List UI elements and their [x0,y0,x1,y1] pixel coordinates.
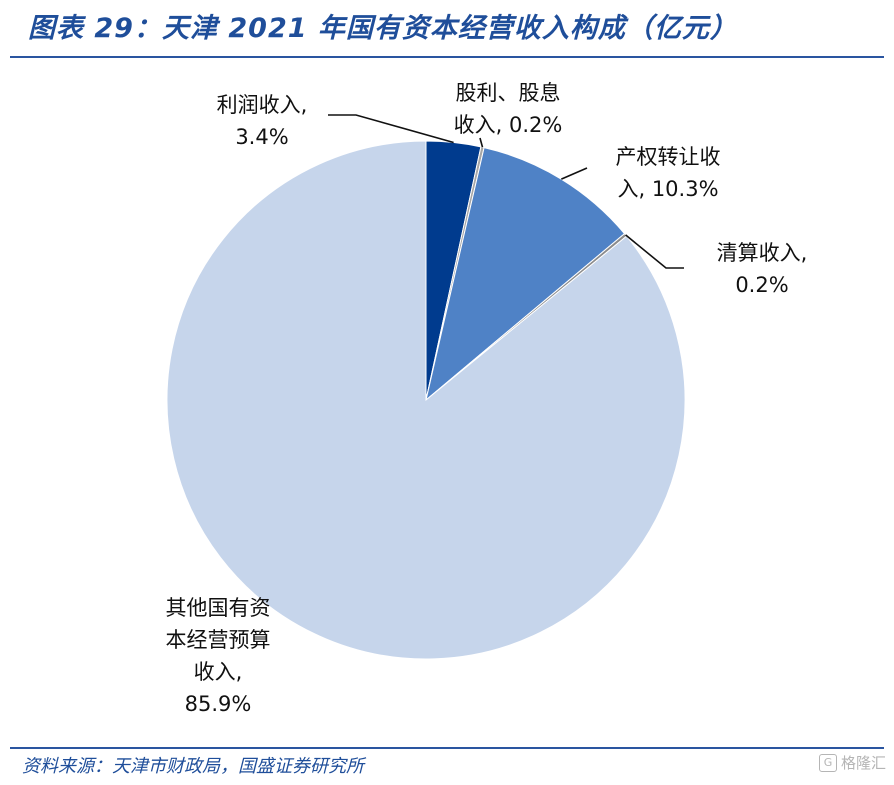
watermark-text: 格隆汇 [840,754,886,772]
source-note: 资料来源：天津市财政局，国盛证券研究所 [22,756,364,777]
slice-label-line: 清算收入, [717,241,808,265]
chart-title: 图表 29：天津 2021 年国有资本经营收入构成（亿元） [28,13,738,44]
slice-label-line: 收入, 0.2% [454,113,563,137]
pie-slice-5 [166,140,686,660]
leader-line-4 [625,234,684,269]
watermark-logo-icon: G [818,753,837,772]
slice-label-1: 利润收入, 3.4% [217,93,308,149]
watermark: G 格隆汇 [818,752,886,773]
slice-label-line: 入, 10.3% [617,177,718,201]
pie-slices [166,140,686,660]
slice-label-3: 产权转让收入, 10.3% [616,145,721,201]
slice-label-line: 利润收入, [217,93,308,117]
slice-label-line: 股利、股息 [456,81,561,105]
slice-labels: 利润收入, 3.4% 股利、股息收入, 0.2% 产权转让收入, 10.3% 清算收入,… [166,81,808,716]
top-divider [10,56,884,58]
slice-label-5: 其他国有资本经营预算收入, 85.9% [166,596,271,716]
leader-line-3 [561,167,588,180]
slice-label-line: 85.9% [185,692,252,716]
leader-lines [328,114,684,269]
slice-label-line: 产权转让收 [616,145,721,169]
leader-line-2 [479,137,484,148]
slice-label-line: 3.4% [235,125,288,149]
slice-label-line: 0.2% [735,273,788,297]
leader-line-1 [328,114,454,144]
slice-label-2: 股利、股息收入, 0.2% [454,81,563,137]
slice-label-line: 收入, [194,660,243,684]
bottom-divider [10,747,884,749]
slice-label-4: 清算收入, 0.2% [717,241,808,297]
pie-slice-3 [425,146,626,402]
slice-label-line: 其他国有资 [166,596,271,620]
slice-label-line: 本经营预算 [166,628,271,652]
